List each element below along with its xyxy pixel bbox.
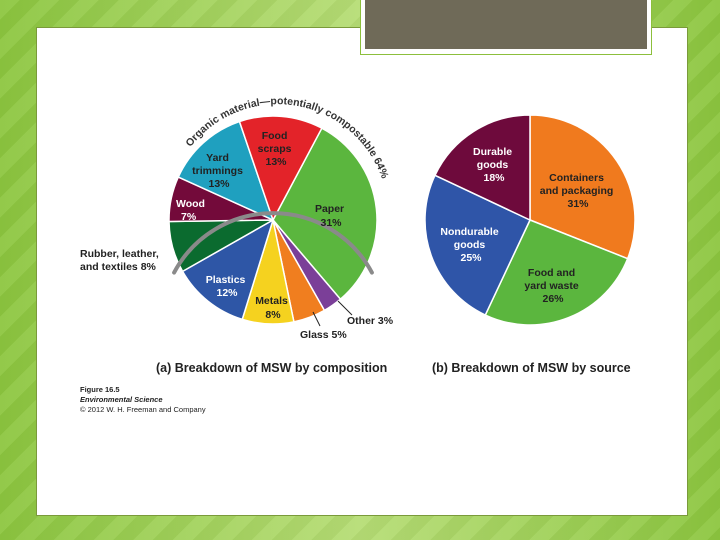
composition-slice-food-scraps — [238, 115, 323, 222]
label-rubber-textiles: Rubber, leather, and textiles 8% — [80, 248, 162, 273]
figure-book: Environmental Science — [80, 395, 163, 404]
source-slice-nondurable-goods — [424, 174, 531, 317]
title-tab — [360, 0, 652, 55]
pie-source — [424, 114, 636, 326]
label-paper: Paper 31% — [315, 203, 347, 229]
composition-slice-yard-trimmings — [177, 120, 275, 222]
title-tab-fill — [365, 0, 647, 49]
label-food-scraps: Food scraps 13% — [258, 130, 295, 168]
label-food-yard-waste: Food and yard waste 26% — [524, 267, 581, 305]
figure-copyright: © 2012 W. H. Freeman and Company — [80, 405, 206, 414]
label-glass: Glass 5% — [300, 329, 347, 341]
composition-slice-paper — [272, 127, 378, 301]
composition-slice-plastics — [181, 218, 275, 321]
label-nondurable-goods: Nondurable goods 25% — [440, 226, 501, 264]
organic-bracket — [172, 211, 374, 275]
label-yard-trimmings: Yard trimmings 13% — [192, 152, 246, 190]
source-slice-food-and-yard-waste — [484, 219, 629, 326]
caption-source: (b) Breakdown of MSW by source — [432, 361, 631, 375]
leader-other — [337, 300, 353, 316]
label-wood: Wood 7% — [176, 198, 208, 223]
label-metals: Metals 8% — [255, 295, 291, 321]
caption-composition: (a) Breakdown of MSW by composition — [156, 361, 387, 375]
source-slice-durable-goods — [433, 114, 531, 222]
pie-composition — [168, 115, 378, 325]
label-other: Other 3% — [347, 315, 394, 327]
label-durable-goods: Durable goods 18% — [473, 146, 515, 184]
figure-number: Figure 16.5 — [80, 385, 120, 394]
label-containers-packaging: Containers and packaging 31% — [540, 172, 616, 210]
source-slice-containers-and-packaging — [529, 114, 636, 260]
leader-glass — [312, 311, 321, 327]
label-plastics: Plastics 12% — [206, 274, 249, 299]
